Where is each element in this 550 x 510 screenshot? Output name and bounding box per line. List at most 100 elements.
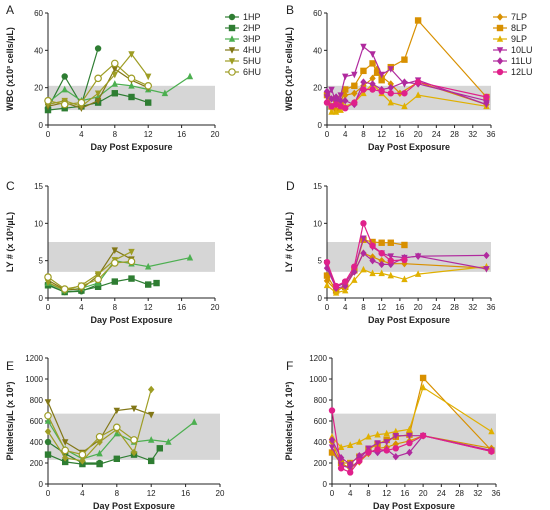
data-point [153, 279, 160, 287]
legend-label: 12LU [511, 67, 533, 77]
data-point [387, 257, 394, 264]
data-point [383, 447, 390, 454]
data-point [392, 445, 399, 452]
y-tick-label: 800 [314, 396, 328, 405]
data-point [378, 269, 385, 277]
panel-b: 0 4 8 12 16 20 24 28 32 36 0 20 40 60 Day Post Exposur… [284, 3, 533, 152]
x-tick-label: 16 [395, 303, 404, 312]
x-tick-label: 16 [177, 303, 186, 312]
data-point [369, 51, 376, 58]
data-point [488, 427, 495, 435]
data-point [145, 262, 152, 270]
y-tick-label: 40 [313, 46, 322, 55]
data-point [337, 106, 344, 113]
data-point [111, 259, 119, 267]
x-tick-label: 0 [330, 489, 335, 498]
data-point [378, 239, 385, 246]
data-point [145, 73, 152, 81]
data-point [77, 98, 86, 107]
data-point [111, 278, 118, 285]
data-point [369, 60, 376, 67]
y-tick-label: 1200 [309, 354, 327, 363]
y-tick-label: 1000 [25, 375, 43, 384]
data-point [387, 98, 394, 106]
data-point [332, 93, 340, 101]
data-point [94, 74, 102, 83]
legend-label: 4HU [243, 45, 261, 55]
data-point [351, 99, 358, 106]
data-point [401, 241, 408, 249]
data-point [351, 89, 358, 97]
x-tick-label: 12 [377, 130, 386, 139]
x-tick-label: 12 [382, 489, 391, 498]
legend-marker [228, 13, 236, 21]
data-point [342, 278, 349, 285]
data-point [378, 260, 385, 269]
y-tick-label: 400 [314, 438, 328, 447]
series-12lu [323, 78, 490, 112]
x-tick-label: 0 [325, 130, 330, 139]
data-point [342, 286, 349, 294]
y-axis-label: Platelets/µL (x 10³) [284, 381, 294, 460]
series-6hu [44, 59, 153, 109]
x-axis-label: Day Post Exposure [93, 501, 175, 510]
x-tick-label: 4 [79, 303, 84, 312]
x-tick-label: 28 [455, 489, 464, 498]
x-tick-label: 12 [147, 489, 156, 498]
x-tick-label: 32 [468, 130, 477, 139]
data-point [483, 266, 490, 273]
data-point [488, 448, 495, 455]
data-point [337, 92, 344, 99]
data-point [62, 458, 69, 466]
data-point [337, 97, 344, 105]
data-point [323, 258, 331, 266]
data-point [360, 235, 367, 243]
data-point [128, 51, 135, 58]
data-point [44, 399, 52, 406]
legend-label: 11LU [511, 56, 532, 66]
y-tick-label: 600 [30, 417, 44, 426]
data-point [323, 99, 331, 106]
y-tick-label: 60 [34, 9, 43, 18]
reference-band [332, 413, 496, 460]
data-point [60, 100, 69, 109]
data-point [62, 454, 69, 462]
y-tick-label: 400 [30, 438, 44, 447]
series-6hu [44, 411, 138, 459]
data-point [332, 108, 340, 115]
data-point [79, 457, 86, 465]
x-tick-label: 0 [46, 303, 51, 312]
data-point [419, 374, 427, 382]
y-tick-label: 200 [314, 459, 328, 468]
data-point [365, 449, 372, 456]
series-5hu [44, 385, 155, 465]
data-point [401, 90, 408, 97]
x-tick-label: 8 [113, 130, 118, 139]
data-point [186, 253, 194, 261]
data-point [130, 436, 138, 444]
y-tick-label: 0 [318, 121, 323, 130]
data-point [61, 85, 68, 93]
legend-marker [496, 13, 504, 21]
data-point [130, 405, 138, 413]
data-point [401, 56, 408, 63]
data-point [360, 249, 367, 257]
data-point [145, 281, 152, 288]
y-axis-label: Platelets/µL (x 10³) [5, 381, 15, 460]
legend-marker [228, 58, 236, 65]
data-point [148, 411, 155, 419]
legend-label: 5HU [243, 56, 261, 66]
x-tick-label: 20 [211, 303, 220, 312]
x-tick-label: 32 [468, 303, 477, 312]
y-axis-label: WBC (x10³ cells/µL) [284, 27, 294, 111]
legend-marker [228, 24, 236, 32]
data-point [156, 445, 163, 452]
data-point [383, 429, 390, 437]
data-point [414, 252, 422, 260]
data-point [111, 66, 118, 73]
data-point [406, 439, 413, 447]
legend-marker [228, 47, 236, 54]
data-point [62, 439, 69, 446]
data-point [148, 436, 155, 443]
data-point [342, 105, 349, 112]
